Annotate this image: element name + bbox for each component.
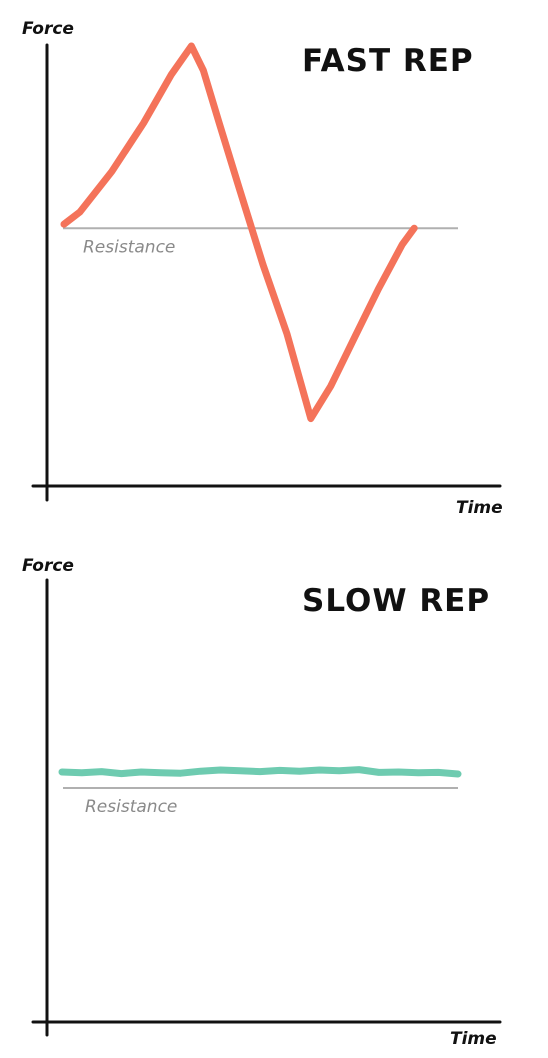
chart-title: SLOW REP (302, 583, 490, 619)
fast-rep-svg: Force Time FAST REP Resistance (22, 19, 503, 518)
chart-title: FAST REP (302, 43, 474, 79)
slow-rep-chart: Force Time SLOW REP Resistance (0, 530, 548, 1058)
y-axis-label: Force (22, 556, 74, 576)
x-axis-label: Time (450, 1029, 497, 1049)
slow-rep-svg: Force Time SLOW REP Resistance (22, 556, 502, 1049)
y-axis-label: Force (22, 19, 74, 39)
force-line (58, 766, 462, 778)
force-line (60, 42, 418, 423)
resistance-label: Resistance (83, 237, 175, 257)
resistance-label: Resistance (85, 797, 177, 817)
x-axis-label: Time (456, 498, 503, 518)
fast-rep-chart: Force Time FAST REP Resistance (22, 19, 503, 518)
